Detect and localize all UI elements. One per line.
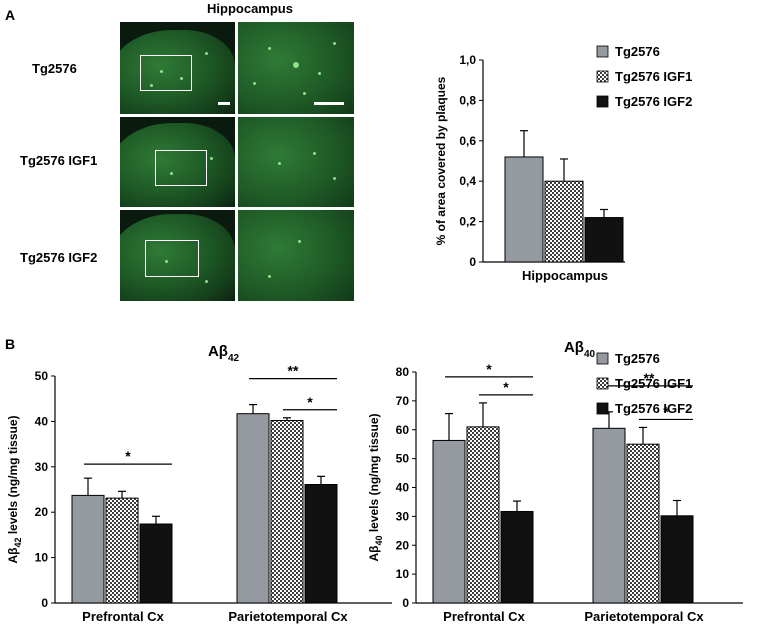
y-tick-label: 30 [35, 460, 49, 474]
bar [592, 427, 626, 604]
significance-label: * [486, 361, 492, 377]
micrograph-tg2576-igf1-zoom [238, 117, 354, 207]
y-tick-label: 0 [41, 596, 48, 610]
row-label-tg2576-igf1: Tg2576 IGF1 [20, 153, 98, 168]
y-tick-label: 10 [35, 551, 49, 565]
legend-swatch [596, 352, 609, 365]
y-axis-label: % of area covered by plaques [434, 76, 448, 245]
y-tick-label: 60 [396, 423, 410, 437]
legend-swatch [596, 70, 609, 83]
significance-label: * [307, 394, 313, 410]
legend-swatch [596, 45, 609, 58]
x-category-label: Parietotemporal Cx [228, 609, 348, 624]
panel-a-title: Hippocampus [207, 1, 293, 16]
bar [466, 426, 500, 604]
legend-swatch [596, 377, 609, 390]
y-tick-label: 50 [35, 369, 49, 383]
bar [504, 156, 544, 263]
y-tick-label: 40 [35, 414, 49, 428]
bar [105, 497, 139, 604]
chart-abeta40: 0 10 20 30 40 50 60 70 80 Aβ40 levels (ng/mg tiss… [367, 339, 743, 624]
row-label-tg2576: Tg2576 [32, 61, 77, 76]
bar [544, 180, 584, 263]
significance-label: ** [644, 370, 655, 386]
chart-title: Aβ42 [208, 343, 240, 364]
y-tick-label: 20 [396, 538, 410, 552]
micrograph-tg2576-igf2-overview [120, 210, 235, 301]
y-tick-label: 70 [396, 394, 410, 408]
legend-label: Tg2576 [615, 44, 660, 59]
x-category-label: Parietotemporal Cx [584, 609, 704, 624]
y-tick-label: 1,0 [459, 53, 476, 67]
bar [500, 510, 534, 604]
y-tick-label: 30 [396, 509, 410, 523]
bar [584, 217, 624, 263]
legend-label: Tg2576 IGF1 [615, 69, 692, 84]
micrograph-tg2576-overview [120, 22, 235, 114]
micrograph-tg2576-zoom [238, 22, 354, 114]
significance-label: * [503, 379, 509, 395]
bar [139, 523, 173, 604]
y-tick-label: 0,4 [459, 174, 476, 188]
significance-label: ** [288, 363, 299, 379]
significance-label: * [663, 403, 669, 419]
micrograph-tg2576-igf2-zoom [238, 210, 354, 301]
legend-swatch [596, 95, 609, 108]
y-tick-label: 20 [35, 505, 49, 519]
chart-plaque-area: 0 0,2 0,4 0,6 0,8 1,0 % of area covered by pla… [434, 44, 692, 283]
legend-label: Tg2576 IGF2 [615, 401, 692, 416]
y-tick-label: 50 [396, 452, 410, 466]
y-tick-label: 0 [402, 596, 409, 610]
significance-label: * [125, 448, 131, 464]
panel-a-label: A [5, 7, 16, 23]
bar [270, 419, 304, 604]
bar [236, 413, 270, 604]
bar [660, 515, 694, 604]
bar [626, 443, 660, 604]
panel-b-label: B [5, 336, 16, 352]
y-tick-label: 0,8 [459, 93, 476, 107]
legend-label: Tg2576 [615, 351, 660, 366]
legend-label: Tg2576 IGF1 [615, 376, 692, 391]
y-tick-label: 0,2 [459, 215, 476, 229]
bar [304, 484, 338, 604]
bar [71, 494, 105, 604]
y-tick-label: 0,6 [459, 134, 476, 148]
x-category-label: Hippocampus [522, 268, 608, 283]
y-tick-label: 80 [396, 365, 410, 379]
bar [432, 439, 466, 604]
y-axis-label: Aβ42 levels (ng/mg tissue) [6, 415, 23, 563]
y-tick-label: 40 [396, 481, 410, 495]
legend-label: Tg2576 IGF2 [615, 94, 692, 109]
chart-abeta42: 0 10 20 30 40 50 Aβ42 levels (ng/mg tissue) Aβ4… [6, 343, 392, 624]
y-tick-label: 0 [469, 255, 476, 269]
x-category-label: Prefrontal Cx [82, 609, 164, 624]
micrograph-tg2576-igf1-overview [120, 117, 235, 207]
legend-swatch [596, 402, 609, 415]
row-label-tg2576-igf2: Tg2576 IGF2 [20, 250, 98, 265]
y-tick-label: 10 [396, 567, 410, 581]
x-category-label: Prefrontal Cx [443, 609, 525, 624]
chart-title: Aβ40 [564, 339, 596, 360]
y-axis-label: Aβ40 levels (ng/mg tissue) [367, 413, 384, 561]
